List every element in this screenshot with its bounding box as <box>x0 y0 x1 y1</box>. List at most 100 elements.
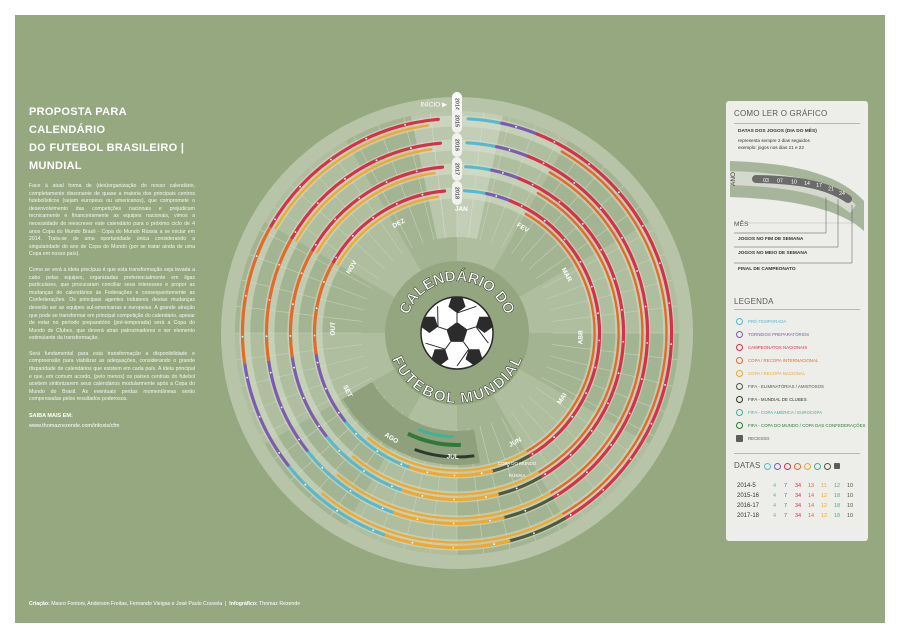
dates-value: 7 <box>784 502 788 509</box>
season-band-nacionais <box>311 165 445 252</box>
legend-label: PRÉ-TEMPORADA <box>748 319 787 324</box>
legend-item: COPA / RECOPA INTERNACIONAL <box>736 356 818 365</box>
example-day-label: 21 <box>828 186 834 192</box>
example-day-label: 24 <box>839 191 845 197</box>
dates-value: 7 <box>784 492 788 499</box>
clubes-band <box>414 448 475 459</box>
match-date-dot <box>381 507 384 510</box>
legend-label: FIFA - MUNDIAL DE CLUBES <box>748 397 807 402</box>
recesso-icon <box>834 463 840 469</box>
legend-panel: COMO LER O GRÁFICO DATAS DOS JOGOS (DIA … <box>726 101 868 541</box>
month-label: ABR <box>577 330 584 345</box>
season-band-recopa <box>390 510 505 526</box>
match-date-dot <box>334 218 337 221</box>
match-date-dot <box>315 307 318 310</box>
dates-value: 14 <box>808 492 815 499</box>
season-band-nacionais <box>526 154 650 500</box>
year-label: 2016 <box>454 139 460 151</box>
season-band-internacional <box>548 171 644 495</box>
poster: PROPOSTA PARA CALENDÁRIO DO FUTEBOL BRAS… <box>15 15 885 623</box>
match-date-dot <box>316 202 319 205</box>
dates-icons <box>764 461 840 471</box>
legend-swatch <box>736 318 743 325</box>
match-date-dot <box>543 219 546 222</box>
dates-value: 14 <box>808 512 815 519</box>
saiba-mais-label: SAIBA MAIS EM: <box>29 413 73 420</box>
datas-note-1: representa sempre 2 dias seguidos <box>738 138 810 143</box>
dates-value: 10 <box>847 512 854 519</box>
season-band-eliminatorias <box>501 496 554 520</box>
season-band-internacional <box>288 248 315 358</box>
dates-value: 4 <box>773 512 777 519</box>
poster-title: PROPOSTA PARA CALENDÁRIO DO FUTEBOL BRAS… <box>29 103 195 175</box>
mes-label: MÊS <box>734 221 749 228</box>
match-date-dot <box>581 222 584 225</box>
match-date-dot <box>508 149 511 151</box>
match-date-dot <box>650 422 653 425</box>
match-date-dot <box>268 299 271 301</box>
legend-label: RECESSO <box>748 436 770 441</box>
match-date-dot <box>569 453 572 456</box>
dates-value: 12 <box>821 492 828 499</box>
match-date-dot <box>571 415 574 418</box>
legend-title: LEGENDA <box>734 297 774 306</box>
how-to-example: 03 07 10 14 17 21 24 ANO <box>730 161 864 264</box>
match-date-dot <box>553 141 556 143</box>
legend-item: FIFA - COPA AMÉRICA / EUROCOPA <box>736 408 822 417</box>
legend-swatch <box>736 409 743 416</box>
season-band-nacionais <box>535 132 674 521</box>
month-label: JUL <box>446 453 459 460</box>
legend-label: FIFA - COPA AMÉRICA / EUROCOPA <box>748 410 823 415</box>
dates-season: 2014-5 <box>737 482 756 489</box>
dates-value: 18 <box>834 492 841 499</box>
match-date-dot <box>246 376 249 379</box>
credits-infografico-label: Infográfico: <box>229 601 258 607</box>
match-date-dot <box>299 185 301 188</box>
dates-value: 7 <box>784 512 788 519</box>
dates-category-icon <box>824 462 831 470</box>
inner-band-label: RÚSSIA <box>509 472 526 478</box>
match-date-dot <box>640 378 643 380</box>
match-date-dot <box>324 387 327 390</box>
season-band-internacional <box>264 236 294 362</box>
match-date-dot <box>404 124 406 126</box>
match-date-dot <box>590 430 593 432</box>
season-band-nacionais <box>508 199 602 458</box>
match-date-dot <box>298 438 300 441</box>
match-date-dot <box>515 125 517 128</box>
poster-title-line2: DO FUTEBOL BRASILEIRO | MUNDIAL <box>29 142 185 172</box>
match-date-dot <box>358 197 360 200</box>
example-day-label: 07 <box>777 179 783 185</box>
year-track <box>287 163 627 503</box>
dates-value: 12 <box>834 482 841 489</box>
dates-value: 12 <box>821 502 828 509</box>
match-date-dot <box>375 159 378 162</box>
match-date-dot <box>355 432 358 435</box>
season-band-recopa <box>336 473 551 520</box>
dates-row: 2016-17 4 7 34 14 12 18 10 <box>737 501 867 510</box>
dates-category-icon <box>814 462 821 470</box>
match-date-dot <box>590 285 593 288</box>
season-band-recopa <box>274 124 429 230</box>
year-label: 2014 <box>454 98 460 111</box>
america-band <box>417 428 454 439</box>
credits-criacao-label: Criação: <box>29 601 50 607</box>
match-date-dot <box>244 294 247 297</box>
legend-item: CAMPEONATOS NACIONAIS <box>736 343 807 352</box>
example-day-label: 17 <box>816 183 822 189</box>
season-band-eliminatorias <box>507 517 566 543</box>
season-band-internacional <box>524 212 596 454</box>
match-date-dot <box>292 303 294 305</box>
match-date-dot <box>489 519 491 522</box>
match-date-dot <box>588 163 590 165</box>
match-date-dot <box>453 498 455 501</box>
year-pill <box>452 109 462 133</box>
year-pill <box>452 181 462 205</box>
inner-band-label: COPA DO MUNDO <box>498 461 537 466</box>
intro-paragraph-3: Será fundamental para esta transformação… <box>29 350 195 403</box>
match-date-dot <box>597 312 599 315</box>
match-date-dot <box>502 172 504 174</box>
match-date-dot <box>452 546 455 549</box>
more-info-link[interactable]: www.thomazrezende.com/infoxis/cfm <box>29 423 120 430</box>
match-date-dot <box>531 452 534 455</box>
